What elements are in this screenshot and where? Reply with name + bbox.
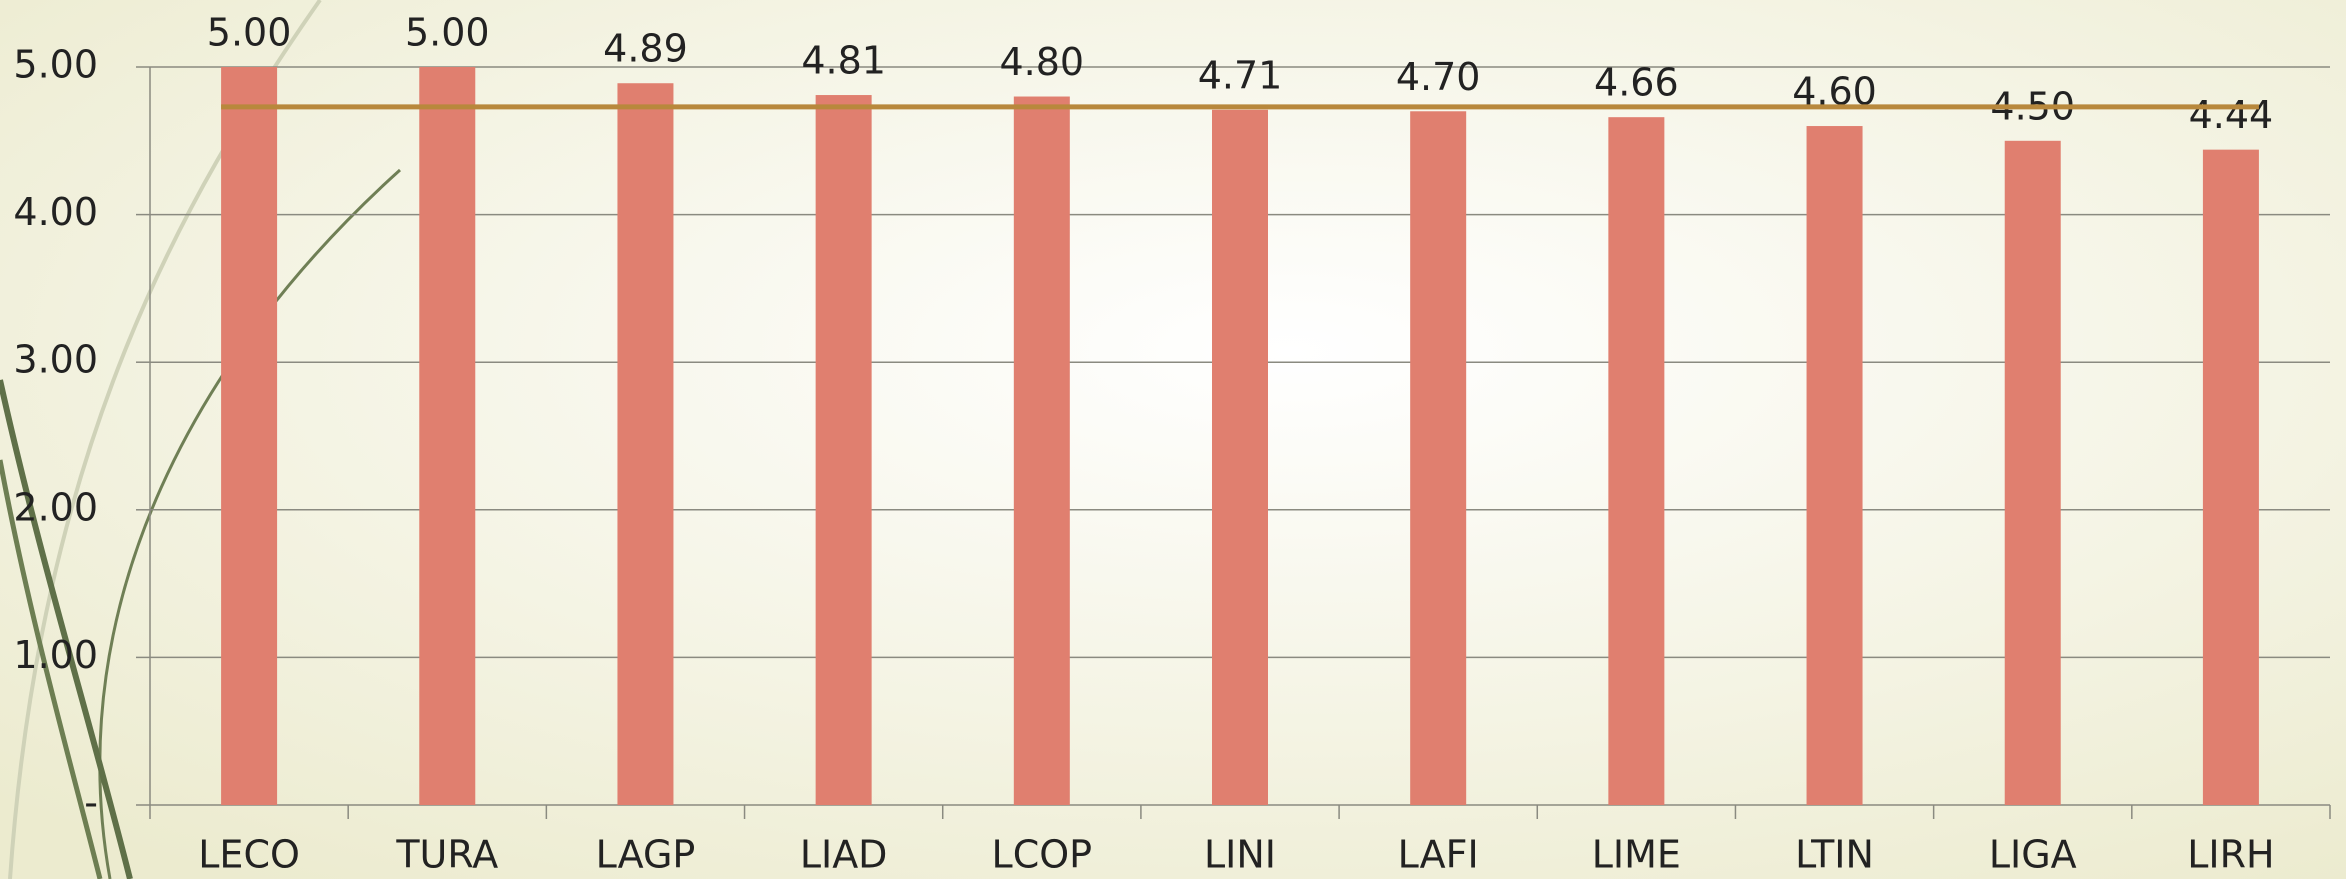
value-label: 4.44 bbox=[2189, 93, 2274, 137]
x-tick-label: LTIN bbox=[1795, 833, 1874, 877]
y-tick-label: 1.00 bbox=[13, 633, 98, 677]
value-label: 4.81 bbox=[801, 39, 886, 83]
background bbox=[0, 0, 2346, 879]
y-tick-label: 4.00 bbox=[13, 190, 98, 234]
x-tick-label: LIRH bbox=[2187, 833, 2274, 877]
x-tick-label: LIME bbox=[1592, 833, 1681, 877]
bar bbox=[2203, 150, 2259, 805]
y-tick-label: 2.00 bbox=[13, 485, 98, 529]
x-tick-label: LAFI bbox=[1398, 833, 1479, 877]
bar bbox=[419, 67, 475, 805]
chart: - 1.00 2.00 3.00 4.00 5.00 LECO 5.00 TURA 5.00 LAG… bbox=[0, 0, 2346, 879]
value-label: 4.71 bbox=[1198, 53, 1283, 97]
bar bbox=[221, 67, 277, 805]
value-label: 4.89 bbox=[603, 27, 688, 71]
x-tick-label: TURA bbox=[395, 833, 498, 877]
value-label: 5.00 bbox=[207, 11, 292, 55]
x-tick-label: LAGP bbox=[596, 833, 696, 877]
bar bbox=[617, 83, 673, 805]
bar bbox=[1212, 110, 1268, 805]
value-label: 5.00 bbox=[405, 11, 490, 55]
value-label: 4.70 bbox=[1396, 55, 1481, 99]
y-tick-label: 3.00 bbox=[13, 338, 98, 382]
bar bbox=[816, 95, 872, 805]
y-tick-label: - bbox=[84, 781, 98, 825]
x-tick-label: LINI bbox=[1204, 833, 1276, 877]
bar bbox=[1608, 117, 1664, 805]
bar bbox=[1807, 126, 1863, 805]
x-tick-label: LIAD bbox=[800, 833, 888, 877]
value-label: 4.80 bbox=[1000, 40, 1085, 84]
value-label: 4.66 bbox=[1594, 61, 1679, 105]
page: - 1.00 2.00 3.00 4.00 5.00 LECO 5.00 TURA 5.00 LAG… bbox=[0, 0, 2346, 879]
bar bbox=[1410, 111, 1466, 805]
bar bbox=[2005, 141, 2061, 805]
x-tick-label: LCOP bbox=[992, 833, 1093, 877]
y-tick-label: 5.00 bbox=[13, 43, 98, 87]
x-tick-label: LIGA bbox=[1989, 833, 2077, 877]
x-tick-label: LECO bbox=[198, 833, 300, 877]
bar bbox=[1014, 97, 1070, 805]
